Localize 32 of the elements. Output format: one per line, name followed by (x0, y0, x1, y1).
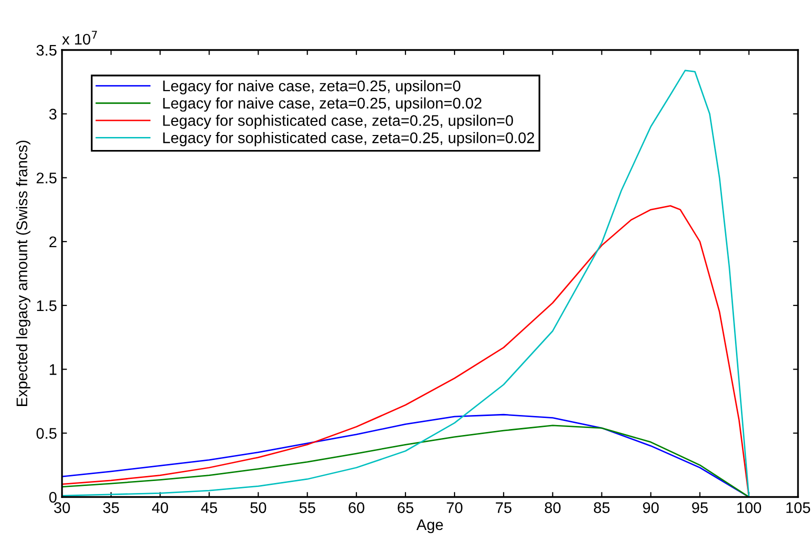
y-tick-label: 3.5 (36, 44, 56, 56)
y-tick-label: 1.5 (37, 300, 56, 312)
x-tick-label: 55 (299, 502, 316, 514)
x-tick-label: 95 (692, 502, 708, 514)
x-tick-label: 70 (446, 502, 462, 514)
x-tick-label: 105 (786, 502, 810, 514)
x-tick-label: 80 (544, 502, 561, 514)
line-series (62, 70, 750, 497)
x-tick-label: 35 (103, 502, 119, 514)
x-tick-label: 45 (201, 502, 218, 514)
y-axis-title: Expected legacy amount (Swiss francs) (16, 140, 30, 406)
text: x 10$^{7}$ (62, 30, 97, 45)
legend-label: Legacy for naive case, zeta=0.25, upsilon=0 (163, 80, 460, 94)
x-tick-label: 40 (152, 502, 168, 514)
x-tick-label: 90 (643, 502, 659, 514)
legend-label: Legacy for sophisticated case, zeta=0.25, upsilon=0.02 (163, 132, 534, 146)
y-tick-label: 2.5 (36, 172, 56, 184)
legend-label: Legacy for sophisticated case, zeta=0.25, upsilon=0 (163, 114, 514, 129)
x-tick-label: 60 (348, 502, 364, 514)
x-tick-label: 30 (54, 502, 70, 514)
legend-label: Legacy for naive case, zeta=0.25, upsilon=0.02 (163, 97, 482, 112)
y-tick-label: 1 (50, 364, 56, 375)
y-tick-label: 2 (49, 236, 56, 248)
x-tick-label: 65 (398, 502, 414, 514)
y-tick-label: 0.5 (36, 428, 56, 439)
x-tick-label: 50 (250, 502, 266, 514)
x-tick-label: 85 (594, 502, 610, 514)
y-tick-label: 0 (49, 492, 57, 503)
x-tick-label: 100 (737, 502, 762, 514)
y-tick-label: 3 (49, 108, 56, 120)
x-tick-label: 75 (496, 502, 512, 514)
x-axis-title: Age (416, 519, 443, 534)
